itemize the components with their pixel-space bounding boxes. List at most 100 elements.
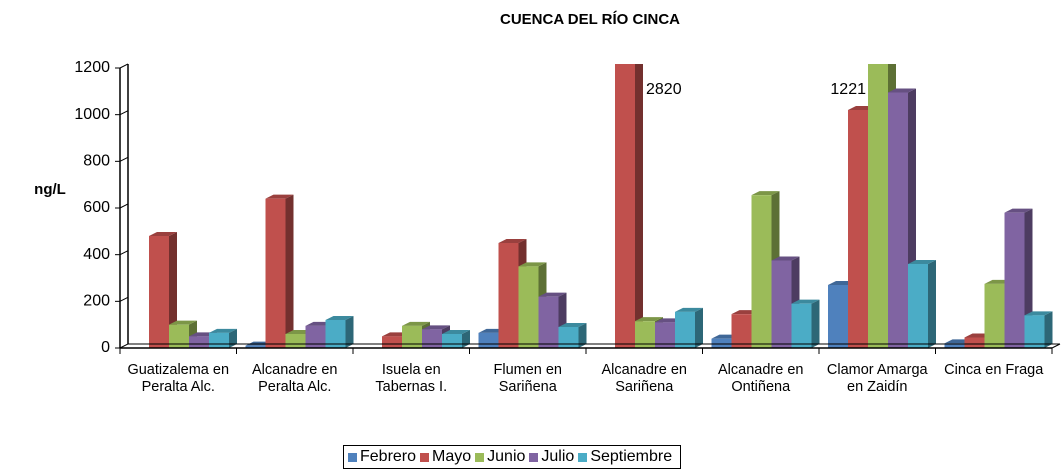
bar	[245, 345, 266, 348]
y-axis-label: ng/L	[34, 181, 66, 198]
y-tick-depth	[119, 343, 129, 349]
x-tick-label: Alcanadre en Peralta Alc.	[252, 362, 338, 395]
chart-title: CUENCA DEL RÍO CINCA	[500, 11, 680, 28]
bar	[498, 243, 519, 348]
bar-top	[518, 262, 547, 267]
bar	[615, 64, 635, 348]
bar-top	[751, 191, 780, 196]
bar	[538, 296, 559, 348]
bar	[964, 337, 985, 348]
bar	[149, 236, 169, 348]
bar	[1024, 315, 1045, 348]
bar-top	[402, 321, 430, 326]
legend-item: Mayo	[420, 448, 471, 466]
y-tick-depth	[119, 296, 129, 302]
bar	[382, 336, 402, 348]
bar	[209, 332, 229, 348]
data-label: 1221	[830, 81, 866, 98]
bar	[305, 325, 326, 348]
legend: Febrero Mayo Junio Julio Septiembre	[343, 445, 682, 469]
bar	[422, 329, 442, 348]
bar	[828, 285, 848, 348]
y-tick-depth	[119, 110, 129, 116]
y-tick-label: 1000	[74, 106, 110, 123]
bar	[771, 260, 792, 348]
legend-swatch	[420, 452, 430, 462]
bar-top	[888, 88, 916, 93]
bar	[1004, 212, 1025, 348]
bar	[868, 64, 888, 348]
bar-top	[558, 323, 587, 327]
y-tick-label: 600	[83, 199, 110, 216]
x-tick-label: Alcanadre en Sariñena	[601, 362, 687, 395]
y-tick-label: 800	[83, 153, 110, 170]
bar-side	[285, 194, 294, 348]
bar	[944, 343, 965, 348]
bar-top	[908, 260, 936, 264]
bar	[518, 266, 539, 348]
bar-top	[442, 330, 470, 334]
bar-top	[771, 256, 800, 261]
legend-label: Septiembre	[590, 448, 673, 465]
bar	[984, 283, 1005, 348]
legend-label: Febrero	[360, 448, 417, 465]
bar-top	[1004, 208, 1033, 213]
bar-top	[149, 232, 177, 236]
y-tick-label: 1200	[74, 59, 110, 76]
legend-label: Mayo	[432, 448, 472, 465]
bar	[402, 325, 422, 348]
legend-swatch	[529, 452, 539, 462]
bar-side	[169, 232, 177, 348]
plot: CUENCA DEL RÍO CINCA ng/L 0 200 400 600 800 1…	[34, 11, 1061, 356]
bars	[149, 59, 1053, 348]
data-label: 2820	[646, 81, 682, 98]
bar-side	[811, 299, 820, 348]
bar-top	[791, 299, 820, 304]
bar-side	[578, 323, 587, 348]
bar	[675, 311, 695, 348]
bar	[791, 303, 812, 348]
bar	[285, 334, 306, 348]
bar	[635, 321, 655, 348]
y-tick-depth	[119, 63, 129, 69]
bar	[189, 336, 209, 348]
bar-top	[868, 59, 896, 63]
x-tick-label: Clamor Amarga en Zaidín	[826, 362, 928, 395]
y-tick-label: 200	[83, 293, 110, 310]
bar-top	[169, 320, 197, 325]
legend-item: Febrero	[348, 448, 416, 466]
bar-top	[422, 325, 450, 330]
bar	[442, 334, 462, 348]
bar-side	[345, 316, 354, 348]
bar-side	[928, 260, 936, 348]
bar	[655, 322, 675, 348]
legend-swatch	[348, 452, 357, 462]
bar	[478, 332, 499, 348]
x-tick-label: Cinca en Fraga	[944, 362, 1044, 378]
bar-top	[538, 292, 567, 297]
x-tick-label: Guatizalema en Peralta Alc.	[127, 362, 230, 395]
bar	[848, 110, 868, 348]
bar	[908, 264, 928, 348]
legend-swatch	[475, 452, 485, 462]
y-tick-label: 0	[101, 339, 110, 356]
legend-item: Septiembre	[578, 448, 672, 466]
y-tick-depth	[119, 156, 129, 162]
bar	[751, 195, 772, 348]
y-tick-depth	[119, 250, 129, 256]
legend-swatch	[578, 452, 588, 462]
bar-side	[695, 307, 703, 348]
bar-top	[265, 194, 294, 199]
bar	[731, 314, 752, 348]
bar-top	[498, 239, 527, 243]
bar-side	[229, 328, 237, 348]
bar-top	[675, 307, 703, 312]
bar-top	[209, 328, 237, 333]
bar-side	[1044, 311, 1053, 348]
bar	[558, 327, 579, 348]
floor-right	[1051, 343, 1061, 349]
legend-label: Julio	[541, 448, 575, 465]
x-tick-label: Flumen en Sariñena	[493, 362, 562, 395]
y-tick-depth	[119, 203, 129, 209]
